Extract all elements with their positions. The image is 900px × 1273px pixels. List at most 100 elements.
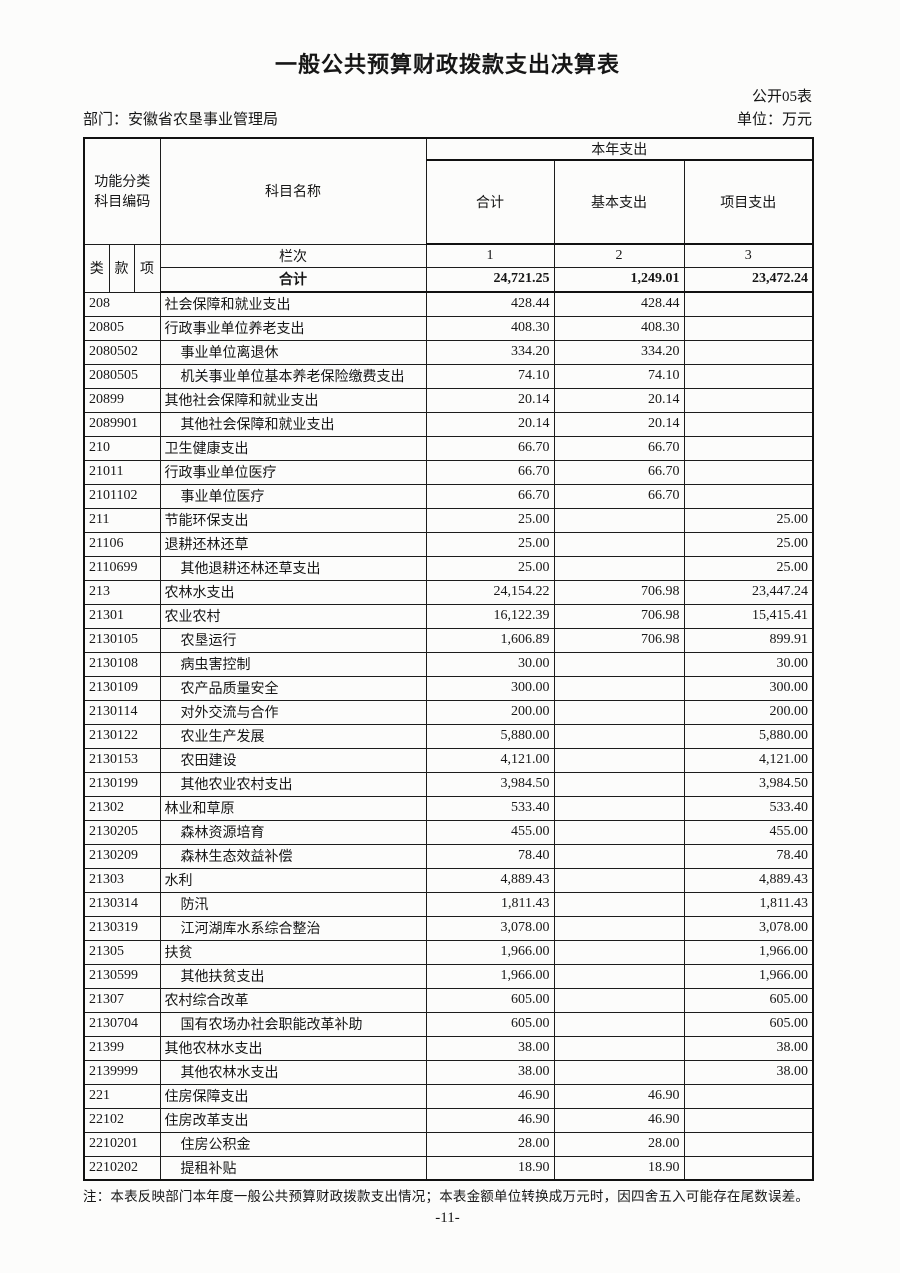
row-total-value: 66.70 [425, 459, 555, 485]
row-basic-value [553, 747, 685, 773]
row-basic-value [553, 1059, 685, 1085]
row-code: 21399 [83, 1035, 161, 1061]
row-code: 2210201 [83, 1131, 161, 1157]
row-subject-name: 社会保障和就业支出 [159, 291, 427, 317]
row-basic-value: 408.30 [553, 315, 685, 341]
table-row: 20899 其他社会保障和就业支出 20.14 20.14 [83, 387, 814, 413]
row-total-value: 334.20 [425, 339, 555, 365]
header-code-group: 功能分类科目编码 [83, 137, 161, 245]
row-subject-name: 农业农村 [159, 603, 427, 629]
row-code: 20805 [83, 315, 161, 341]
row-total-value: 25.00 [425, 531, 555, 557]
table-row: 213 农林水支出 24,154.22 706.98 23,447.24 [83, 579, 814, 605]
table-row: 21301 农业农村 16,122.39 706.98 15,415.41 [83, 603, 814, 629]
row-total-value: 20.14 [425, 387, 555, 413]
row-code: 21307 [83, 987, 161, 1013]
row-subject-name: 事业单位医疗 [159, 483, 427, 509]
table-row: 2130209 森林生态效益补偿 78.40 78.40 [83, 843, 814, 869]
row-project-value [683, 1107, 814, 1133]
row-project-value [683, 315, 814, 341]
row-code: 2101102 [83, 483, 161, 509]
row-project-value: 605.00 [683, 987, 814, 1013]
row-basic-value [553, 867, 685, 893]
row-basic-value: 74.10 [553, 363, 685, 389]
row-code: 20899 [83, 387, 161, 413]
row-subject-name: 江河湖库水系综合整治 [159, 915, 427, 941]
row-subject-name: 住房公积金 [159, 1131, 427, 1157]
row-project-value: 200.00 [683, 699, 814, 725]
table-row: 2139999 其他农林水支出 38.00 38.00 [83, 1059, 814, 1085]
row-subject-name: 机关事业单位基本养老保险缴费支出 [159, 363, 427, 389]
row-basic-value [553, 795, 685, 821]
department-label: 部门：安徽省农垦事业管理局 [83, 112, 279, 128]
lanci-col-2: 2 [553, 243, 685, 268]
row-basic-value [553, 555, 685, 581]
row-total-value: 46.90 [425, 1107, 555, 1133]
row-basic-value: 428.44 [553, 291, 685, 317]
row-code: 2130205 [83, 819, 161, 845]
row-code: 2130153 [83, 747, 161, 773]
row-project-value [683, 483, 814, 509]
row-basic-value [553, 987, 685, 1013]
form-code-label: 公开05表 [751, 89, 812, 105]
row-subject-name: 其他农林水支出 [159, 1035, 427, 1061]
row-basic-value [553, 723, 685, 749]
row-project-value: 25.00 [683, 531, 814, 557]
row-total-value: 66.70 [425, 435, 555, 461]
row-basic-value: 46.90 [553, 1083, 685, 1109]
header-code-kuan: 款 [108, 243, 135, 293]
row-subject-name: 其他社会保障和就业支出 [159, 411, 427, 437]
table-row: 2110699 其他退耕还林还草支出 25.00 25.00 [83, 555, 814, 581]
row-code: 21303 [83, 867, 161, 893]
row-code: 21305 [83, 939, 161, 965]
row-code: 221 [83, 1083, 161, 1109]
row-basic-value: 18.90 [553, 1155, 685, 1181]
grand-total-sum: 24,721.25 [425, 266, 555, 293]
header-year-expenditure: 本年支出 [425, 137, 814, 161]
row-subject-name: 提租补贴 [159, 1155, 427, 1181]
row-basic-value [553, 507, 685, 533]
row-subject-name: 农垦运行 [159, 627, 427, 653]
row-subject-name: 行政事业单位医疗 [159, 459, 427, 485]
row-project-value: 25.00 [683, 507, 814, 533]
row-code: 210 [83, 435, 161, 461]
expenditure-table: 功能分类科目编码 科目名称 本年支出 合计 基本支出 项目支出 类 款 项 栏次… [83, 137, 815, 1181]
row-code: 2080502 [83, 339, 161, 365]
row-project-value: 4,121.00 [683, 747, 814, 773]
row-total-value: 605.00 [425, 1011, 555, 1037]
row-subject-name: 扶贫 [159, 939, 427, 965]
row-code: 21011 [83, 459, 161, 485]
row-project-value [683, 411, 814, 437]
row-subject-name: 事业单位离退休 [159, 339, 427, 365]
row-subject-name: 其他扶贫支出 [159, 963, 427, 989]
row-code: 2130114 [83, 699, 161, 725]
row-subject-name: 其他农林水支出 [159, 1059, 427, 1085]
row-basic-value [553, 819, 685, 845]
row-subject-name: 行政事业单位养老支出 [159, 315, 427, 341]
row-basic-value [553, 963, 685, 989]
table-row: 2130108 病虫害控制 30.00 30.00 [83, 651, 814, 677]
table-row: 21305 扶贫 1,966.00 1,966.00 [83, 939, 814, 965]
row-total-value: 428.44 [425, 291, 555, 317]
row-subject-name: 节能环保支出 [159, 507, 427, 533]
row-basic-value: 66.70 [553, 435, 685, 461]
row-basic-value: 20.14 [553, 387, 685, 413]
row-project-value: 300.00 [683, 675, 814, 701]
row-project-value: 3,984.50 [683, 771, 814, 797]
table-row: 2130319 江河湖库水系综合整治 3,078.00 3,078.00 [83, 915, 814, 941]
row-project-value: 23,447.24 [683, 579, 814, 605]
table-row: 2089901 其他社会保障和就业支出 20.14 20.14 [83, 411, 814, 437]
row-code: 2130199 [83, 771, 161, 797]
table-row: 2101102 事业单位医疗 66.70 66.70 [83, 483, 814, 509]
header-col-basic: 基本支出 [553, 159, 685, 245]
row-project-value [683, 1155, 814, 1181]
table-row: 2130199 其他农业农村支出 3,984.50 3,984.50 [83, 771, 814, 797]
row-basic-value: 334.20 [553, 339, 685, 365]
table-row: 2130114 对外交流与合作 200.00 200.00 [83, 699, 814, 725]
table-header: 功能分类科目编码 科目名称 本年支出 合计 基本支出 项目支出 类 款 项 栏次… [83, 137, 814, 293]
row-project-value: 1,811.43 [683, 891, 814, 917]
header-col-project: 项目支出 [683, 159, 814, 245]
row-total-value: 25.00 [425, 507, 555, 533]
row-code: 211 [83, 507, 161, 533]
table-row: 2130122 农业生产发展 5,880.00 5,880.00 [83, 723, 814, 749]
